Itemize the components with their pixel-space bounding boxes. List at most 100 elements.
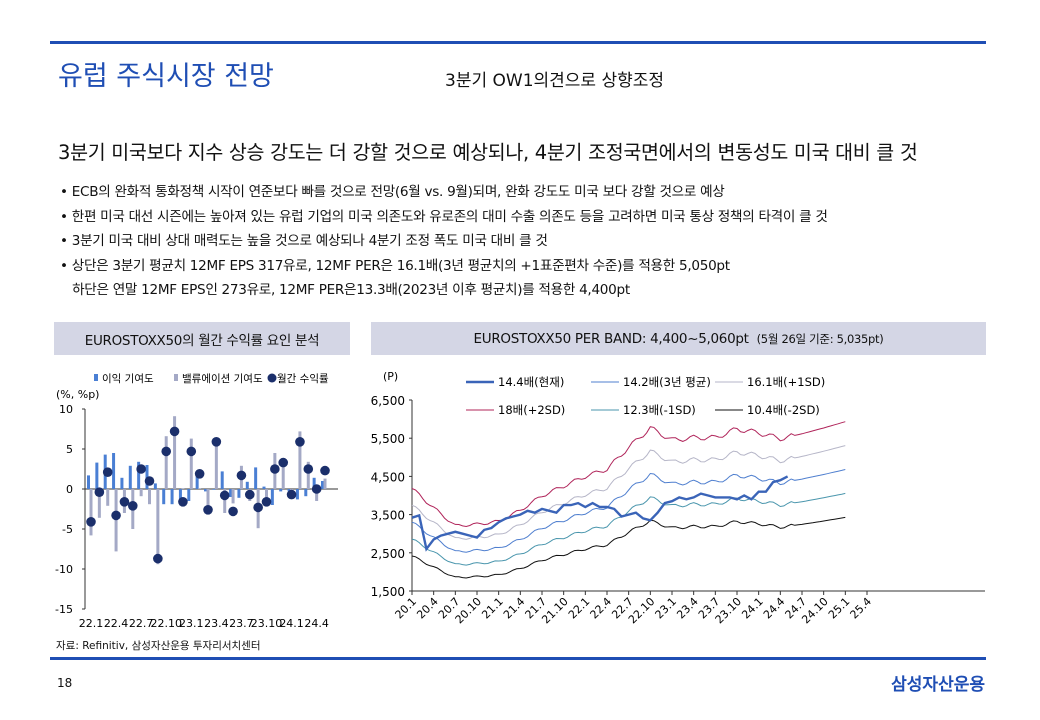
- x-tick-label: 22.7: [129, 617, 154, 630]
- series-line-5: [411, 516, 846, 579]
- return-dot: [194, 469, 205, 479]
- x-tick-label: 25.1: [826, 595, 853, 622]
- bar-valuation: [106, 489, 110, 506]
- return-dot: [102, 467, 113, 478]
- legend-swatch: [94, 374, 98, 381]
- bar-earnings: [170, 489, 174, 505]
- return-dot: [219, 490, 230, 501]
- x-tick-label: 22.1: [79, 617, 104, 630]
- bar-earnings: [312, 477, 316, 489]
- x-tick-label: 22.10: [150, 617, 182, 630]
- bar-valuation: [198, 488, 202, 489]
- return-dot: [136, 464, 146, 474]
- y-tick-label: -10: [55, 563, 73, 576]
- bar-earnings: [137, 461, 141, 489]
- series-line-1: [411, 469, 846, 553]
- return-dot: [127, 501, 138, 511]
- bullet-item: • 상단은 3분기 평균치 12MF EPS 317유로, 12MF PER은 …: [60, 257, 730, 274]
- bar-valuation: [139, 489, 143, 497]
- return-dot: [228, 506, 238, 517]
- right-panel-note: (5월 26일 기준: 5,035pt): [756, 331, 884, 346]
- legend-label: 밸류에이션 기여도: [182, 373, 263, 385]
- return-dot: [261, 497, 272, 507]
- page-title: 유럽 주식시장 전망: [58, 61, 274, 92]
- bar-earnings: [178, 489, 182, 501]
- y-tick-label: 6,500: [371, 394, 405, 408]
- y-tick-label: 1,500: [371, 585, 405, 599]
- x-tick-label: 21.1: [479, 595, 506, 622]
- return-dot: [178, 497, 188, 507]
- bar-valuation: [265, 489, 268, 505]
- legend-swatch: [174, 374, 178, 381]
- bar-earnings: [162, 489, 166, 505]
- y-tick-label: 0: [66, 483, 73, 496]
- bottom-rule: [50, 657, 986, 660]
- bullet-list: • ECB의 완화적 통화정책 시작이 연준보다 빠를 것으로 전망(6월 vs…: [60, 180, 828, 303]
- return-dot: [320, 465, 330, 476]
- return-dot: [86, 517, 96, 527]
- brand-logo: 삼성자산운용: [891, 675, 985, 695]
- bar-valuation: [89, 489, 93, 536]
- x-tick-label: 22.1: [566, 595, 593, 622]
- legend-label: 16.1배(+1SD): [747, 375, 825, 389]
- bar-valuation: [173, 416, 177, 489]
- page-number: 18: [57, 676, 73, 690]
- return-dot: [286, 489, 297, 500]
- x-tick-label: 23.4: [674, 595, 701, 622]
- bar-earnings: [212, 489, 216, 490]
- return-dot: [211, 437, 222, 447]
- bar-earnings: [229, 489, 233, 497]
- right-panel-title: EUROSTOXX50 PER BAND: 4,400~5,060pt (5월 …: [371, 322, 986, 355]
- return-dot: [244, 489, 255, 500]
- series-line-0: [411, 475, 789, 552]
- x-tick-label: 20.4: [414, 595, 441, 622]
- x-tick-label: 24.1: [739, 595, 766, 622]
- return-dot: [295, 437, 305, 447]
- return-dot: [203, 505, 213, 515]
- bar-valuation: [164, 436, 168, 489]
- legend-label: 14.2배(3년 평균): [623, 375, 711, 389]
- y-tick-label: 5,500: [371, 432, 405, 446]
- x-tick-label: 25.4: [848, 595, 875, 622]
- bar-earnings: [187, 489, 191, 501]
- source-note: 자료: Refinitiv, 삼성자산운용 투자리서치센터: [56, 640, 261, 652]
- bar-earnings: [254, 467, 258, 489]
- bar-earnings: [245, 481, 249, 489]
- bar-earnings: [304, 489, 308, 497]
- legend-label: 18배(+2SD): [498, 403, 565, 417]
- bar-valuation: [189, 438, 193, 489]
- bar-valuation: [315, 489, 319, 501]
- headline: 3분기 미국보다 지수 상승 강도는 더 강할 것으로 예상되나, 4분기 조정…: [58, 141, 918, 164]
- bar-valuation: [298, 431, 302, 489]
- bar-valuation: [223, 489, 227, 513]
- return-dot: [111, 510, 121, 521]
- page-subtitle: 3분기 OW1의견으로 상향조정: [445, 71, 665, 91]
- y-tick-label: 10: [59, 403, 73, 416]
- bar-earnings: [270, 489, 274, 505]
- bar-valuation: [156, 489, 160, 565]
- y-tick-label: 5: [66, 443, 73, 456]
- legend-label: 10.4배(-2SD): [747, 403, 820, 417]
- bar-valuation: [181, 488, 185, 489]
- bar-valuation: [214, 441, 218, 489]
- bar-earnings: [120, 477, 124, 489]
- legend-dot: [267, 373, 277, 383]
- bar-earnings: [87, 475, 90, 489]
- bar-valuation: [148, 489, 151, 505]
- unit-label: (%, %p): [56, 388, 99, 401]
- x-tick-label: 23.7: [229, 617, 254, 630]
- series-line-3: [411, 421, 846, 528]
- bar-earnings: [287, 489, 291, 492]
- x-tick-label: 23.10: [251, 617, 283, 630]
- return-dot: [303, 464, 314, 474]
- bar-earnings: [279, 489, 283, 492]
- return-dot: [270, 464, 280, 474]
- unit-label: (P): [383, 370, 398, 383]
- y-tick-label: 4,500: [371, 470, 405, 484]
- return-dot: [144, 476, 155, 486]
- return-dot: [278, 457, 289, 468]
- y-tick-label: -5: [62, 523, 73, 536]
- bar-valuation: [306, 461, 310, 489]
